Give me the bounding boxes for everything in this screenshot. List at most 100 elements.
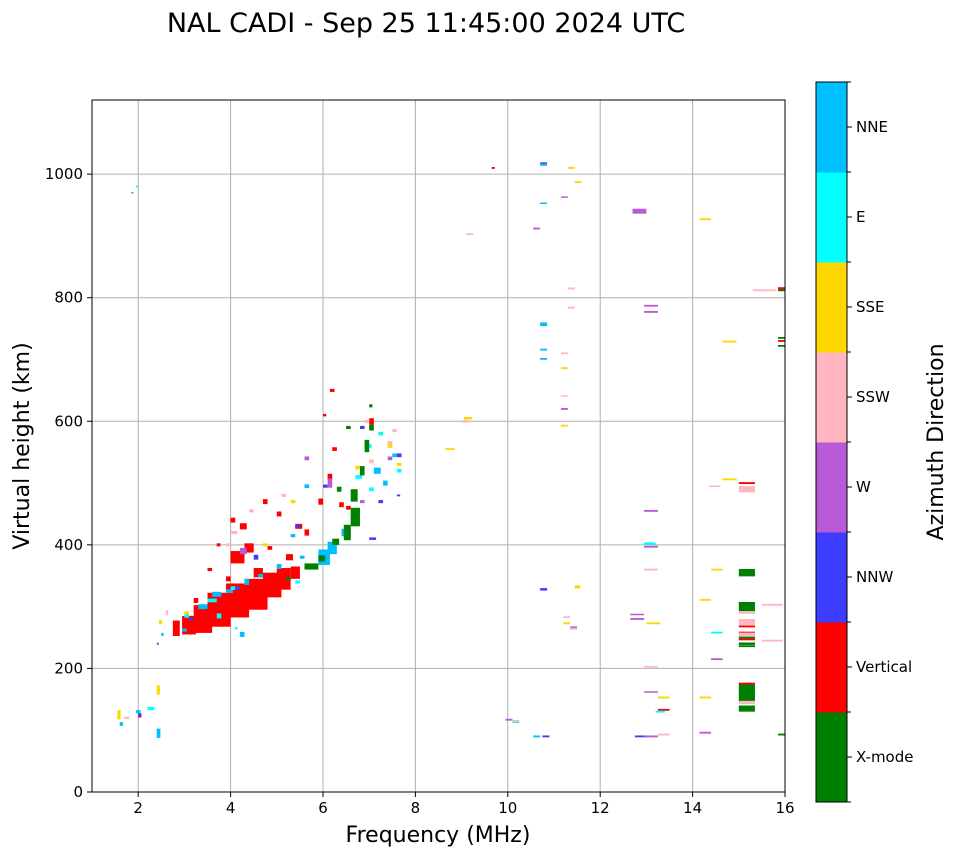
echo-sse — [657, 696, 670, 699]
echo-nnw — [359, 425, 365, 430]
echo-vertical — [323, 413, 327, 417]
echo-x-mode — [369, 404, 373, 408]
echo-ssw — [644, 568, 658, 571]
echo-nnw — [295, 524, 300, 528]
echo-nnw — [540, 588, 548, 591]
x-tick-label: 14 — [683, 799, 702, 817]
colorbar-swatch-e — [816, 172, 847, 263]
echo-sse — [699, 696, 712, 699]
echo-e — [184, 614, 190, 618]
echo-w — [644, 304, 658, 307]
echo-nne — [299, 555, 305, 559]
echo-ssw — [512, 720, 520, 722]
y-axis: 0 200 400 600 800 1000 — [45, 165, 92, 801]
echo-w — [644, 509, 658, 512]
echo-e — [355, 475, 363, 479]
echo-x-mode — [738, 602, 755, 612]
echo-ssw — [752, 289, 776, 292]
echo-x-mode — [738, 705, 755, 712]
colorbar-tick-label: W — [856, 478, 871, 496]
echo-e — [655, 710, 665, 713]
echo-ssw — [570, 627, 578, 630]
echo-x-mode — [304, 563, 319, 570]
echo-vertical — [491, 167, 495, 169]
echo-vertical — [276, 511, 282, 517]
echo-nne — [540, 348, 548, 351]
echo-sse — [574, 181, 582, 184]
echo-e — [396, 468, 402, 473]
echo-x-mode — [738, 684, 755, 702]
echo-x-mode — [778, 289, 785, 292]
echo-vertical — [327, 473, 333, 480]
echo-x-mode — [350, 489, 358, 502]
echo-w — [156, 642, 159, 645]
echo-ssw — [567, 287, 575, 290]
x-tick-label: 2 — [133, 799, 143, 817]
echo-e — [230, 586, 236, 590]
x-tick-label: 6 — [318, 799, 328, 817]
echo-ssw — [281, 493, 287, 497]
echo-nne — [392, 453, 397, 458]
echo-e — [135, 185, 139, 188]
echo-e — [295, 580, 300, 584]
echo-e — [207, 598, 217, 603]
x-axis: 2 4 6 8 10 12 14 16 — [133, 792, 795, 817]
y-tick-label: 400 — [54, 536, 83, 554]
echo-ssw — [461, 420, 469, 423]
echo-vertical — [184, 626, 190, 631]
echo-sse — [262, 543, 268, 547]
echo-nnw — [323, 484, 328, 488]
echo-sse — [117, 710, 121, 720]
echo-nnw — [189, 617, 194, 621]
colorbar-label: Azimuth Direction — [924, 343, 949, 540]
echo-ssw — [225, 543, 231, 547]
echo-nne — [304, 484, 310, 489]
echo-ssw — [560, 395, 568, 397]
echo-w — [644, 310, 658, 313]
y-tick-label: 600 — [54, 412, 83, 430]
echo-x-mode — [778, 336, 785, 339]
echo-nnw — [396, 494, 401, 497]
echo-ssw — [738, 486, 755, 493]
echo-e — [369, 487, 374, 492]
echo-ssw — [708, 485, 721, 488]
echo-ssw — [657, 733, 670, 736]
echo-nne — [373, 467, 381, 474]
echo-ssw — [644, 665, 658, 668]
echo-sse — [699, 598, 712, 601]
echo-w — [630, 613, 645, 616]
x-tick-label: 4 — [226, 799, 236, 817]
echo-nne — [244, 578, 250, 586]
echo-sse — [563, 622, 571, 625]
echo-vertical — [339, 502, 344, 508]
echo-vertical — [244, 578, 268, 610]
echo-e — [711, 631, 723, 634]
echo-nne — [161, 632, 164, 636]
x-tick-label: 8 — [411, 799, 421, 817]
echo-nne — [212, 591, 222, 597]
echo-sse — [722, 478, 737, 481]
echo-x-mode — [738, 636, 755, 639]
grid — [92, 100, 786, 793]
echo-w — [644, 691, 658, 693]
x-axis-label: Frequency (MHz) — [346, 823, 531, 848]
colorbar-tick-label: SSW — [856, 388, 890, 406]
colorbar-tick-label: NNW — [856, 568, 893, 586]
echo-w — [644, 735, 658, 738]
echo-x-mode — [343, 524, 351, 541]
echo-nnw — [540, 162, 548, 164]
echo-nne — [327, 541, 337, 555]
echo-sse — [646, 622, 661, 625]
y-tick-label: 800 — [54, 289, 83, 307]
echo-vertical — [778, 340, 785, 342]
chart-title: NAL CADI - Sep 25 11:45:00 2024 UTC — [167, 8, 685, 39]
echo-w — [632, 208, 647, 214]
echo-vertical — [369, 418, 374, 425]
plot-frame — [91, 99, 786, 793]
echo-sse — [158, 620, 163, 624]
echo-vertical — [290, 566, 300, 579]
echo-ssw — [165, 610, 169, 616]
echo-ssw — [567, 306, 575, 309]
colorbar-tick-label: Vertical — [856, 658, 912, 676]
echo-nnw — [634, 735, 649, 738]
